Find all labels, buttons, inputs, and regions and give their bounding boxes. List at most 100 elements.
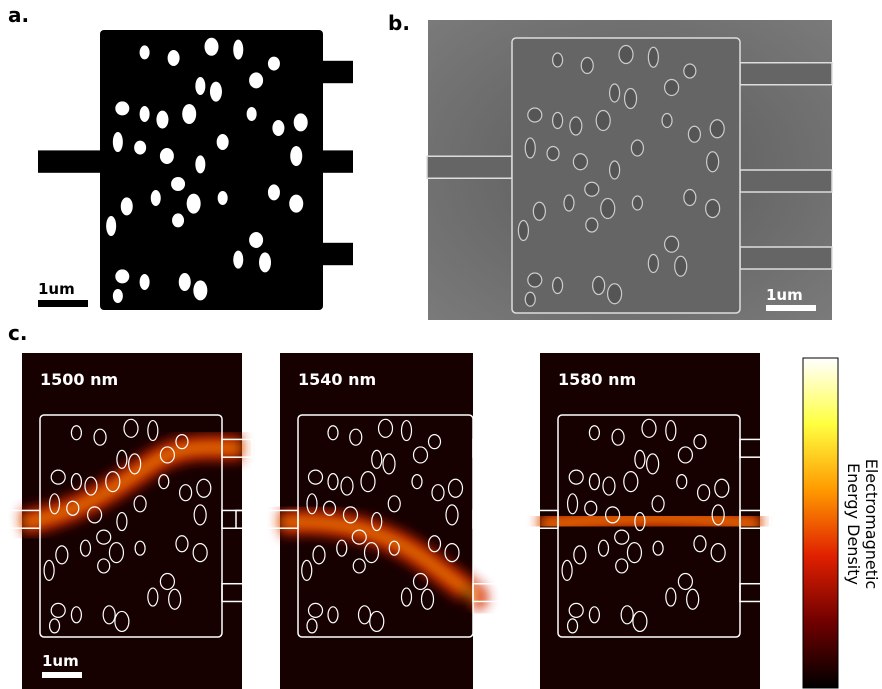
hole: [707, 152, 719, 172]
hole: [268, 184, 280, 200]
hole: [525, 138, 535, 158]
hole: [217, 134, 229, 150]
hole: [195, 155, 205, 173]
hole: [156, 111, 168, 129]
figure: a. b. c. 1500 nm 1540 nm 1580 nm 1um 1um 1u…: [0, 0, 882, 689]
hole: [115, 101, 129, 115]
hole: [106, 216, 116, 236]
hole: [631, 140, 643, 156]
hole: [205, 38, 219, 56]
waveguide: [473, 510, 503, 528]
hole: [140, 45, 150, 59]
hole: [290, 146, 302, 166]
hole: [160, 148, 174, 164]
hole: [564, 195, 574, 211]
scale-bar: [38, 300, 88, 307]
waveguide: [473, 439, 503, 457]
hole: [528, 273, 542, 287]
hole: [553, 113, 563, 129]
hole: [608, 284, 622, 304]
hole: [182, 104, 196, 124]
hole: [662, 114, 672, 128]
device-body: [512, 38, 740, 313]
hole: [210, 82, 222, 102]
hole: [187, 194, 201, 214]
panel-c: 1500 nm 1540 nm 1580 nm 1um: [0, 353, 770, 689]
hole: [585, 182, 599, 196]
scale-bar: [766, 305, 816, 311]
hole: [134, 141, 146, 155]
panel-label: c.: [8, 321, 27, 345]
panel-a: [38, 30, 353, 310]
scale-label: 1um: [42, 652, 79, 670]
hole: [684, 64, 696, 78]
hole: [553, 53, 563, 67]
hole: [151, 190, 161, 206]
hole: [247, 107, 257, 121]
hole: [259, 252, 271, 272]
device-body: [100, 30, 323, 310]
scale-label: 1um: [38, 280, 75, 298]
hole: [710, 120, 724, 138]
hole: [218, 191, 228, 205]
waveguide: [740, 247, 832, 269]
hole: [665, 236, 679, 252]
hole: [140, 106, 150, 122]
waveguide: [427, 156, 512, 178]
hole: [706, 200, 720, 218]
hole: [688, 126, 700, 142]
waveguide: [323, 150, 353, 172]
wavelength-label: 1500 nm: [40, 370, 118, 389]
waveguide: [323, 61, 353, 83]
hole: [675, 256, 687, 276]
hole: [547, 147, 559, 161]
hole: [665, 80, 679, 96]
colorbar-label: Electromagnetic: [862, 459, 881, 590]
waveguide: [38, 150, 100, 172]
hole: [121, 197, 133, 215]
hole: [113, 132, 123, 152]
panel-b: [427, 20, 832, 320]
hole: [553, 278, 563, 294]
hole: [249, 72, 263, 88]
hole: [619, 46, 633, 64]
hole: [179, 273, 191, 291]
hole: [632, 196, 642, 210]
hole: [233, 251, 243, 269]
hole: [268, 57, 280, 71]
hole: [193, 280, 207, 300]
panel-label: b.: [388, 11, 410, 35]
colorbar-label: Energy Density: [844, 463, 863, 585]
scale-bar: [42, 672, 82, 678]
hole: [533, 202, 545, 220]
hole: [289, 195, 303, 213]
hole: [115, 269, 129, 283]
hole: [171, 177, 185, 191]
hole: [610, 84, 620, 102]
hole: [249, 232, 263, 248]
hole: [593, 277, 605, 295]
hole: [272, 120, 284, 136]
waveguide: [740, 170, 832, 192]
hole: [625, 89, 637, 109]
hole: [610, 161, 620, 179]
hole: [648, 47, 658, 67]
hole: [140, 274, 150, 290]
hole: [113, 289, 123, 303]
panel-label: a.: [8, 3, 29, 27]
hole: [573, 154, 587, 170]
waveguide: [323, 243, 353, 265]
waveguide: [740, 63, 832, 85]
hole: [581, 58, 593, 74]
hole: [233, 40, 243, 60]
hole: [570, 117, 582, 135]
hole: [586, 218, 598, 232]
hole: [601, 199, 615, 219]
wavelength-label: 1580 nm: [558, 370, 636, 389]
hole: [168, 50, 180, 66]
hole: [195, 77, 205, 95]
hole: [596, 111, 610, 131]
hole: [684, 190, 696, 206]
wavelength-label: 1540 nm: [298, 370, 376, 389]
hole: [525, 292, 535, 306]
